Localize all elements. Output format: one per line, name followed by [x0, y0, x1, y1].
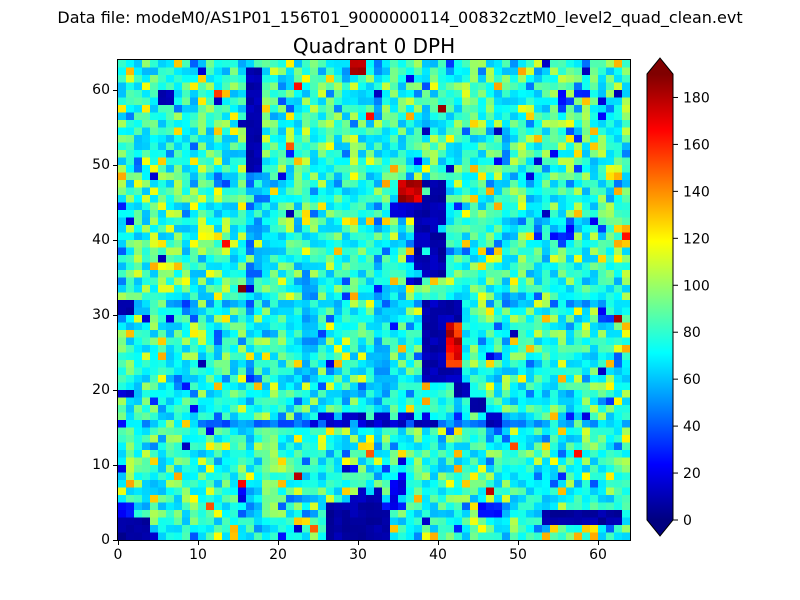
x-tick-label: 50	[509, 547, 527, 563]
heatmap-plot	[117, 59, 631, 541]
colorbar: 0 20 40 60 80 100 120 140 160 180	[646, 57, 710, 537]
x-tick-mark	[517, 541, 519, 545]
y-tick-label: 50	[92, 157, 110, 173]
colorbar-tick-label: 140	[683, 184, 710, 200]
y-tick-label: 60	[92, 82, 110, 98]
colorbar-bar	[646, 57, 674, 537]
x-tick-label: 40	[429, 547, 447, 563]
colorbar-tick-label: 80	[683, 325, 701, 341]
colorbar-tick-label: 180	[683, 90, 710, 106]
y-tick-label: 40	[92, 232, 110, 248]
x-tick-mark	[357, 541, 359, 545]
y-tick-label: 0	[101, 532, 110, 548]
x-tick-label: 30	[349, 547, 367, 563]
x-tick-mark	[437, 541, 439, 545]
heatmap-canvas	[118, 60, 630, 540]
x-tick-label: 20	[269, 547, 287, 563]
y-tick-mark	[113, 164, 117, 166]
y-tick-mark	[113, 539, 117, 541]
x-tick-mark	[117, 541, 119, 545]
colorbar-tick-label: 160	[683, 137, 710, 153]
y-tick-label: 30	[92, 307, 110, 323]
data-file-label: Data file: modeM0/AS1P01_156T01_90000001…	[57, 8, 743, 27]
x-tick-mark	[597, 541, 599, 545]
colorbar-tick-label: 40	[683, 419, 701, 435]
y-tick-label: 10	[92, 457, 110, 473]
y-tick-label: 20	[92, 382, 110, 398]
colorbar-tick-label: 100	[683, 278, 710, 294]
colorbar-tick-label: 0	[683, 513, 692, 529]
x-tick-label: 60	[589, 547, 607, 563]
colorbar-tick-label: 20	[683, 466, 701, 482]
colorbar-tick-label: 120	[683, 231, 710, 247]
y-tick-mark	[113, 389, 117, 391]
x-tick-label: 0	[113, 547, 123, 563]
x-tick-label: 10	[189, 547, 207, 563]
y-tick-mark	[113, 89, 117, 91]
y-tick-mark	[113, 239, 117, 241]
x-tick-mark	[277, 541, 279, 545]
y-tick-mark	[113, 464, 117, 466]
x-tick-mark	[197, 541, 199, 545]
y-tick-mark	[113, 314, 117, 316]
chart-title: Quadrant 0 DPH	[292, 34, 456, 58]
colorbar-tick-label: 60	[683, 372, 701, 388]
